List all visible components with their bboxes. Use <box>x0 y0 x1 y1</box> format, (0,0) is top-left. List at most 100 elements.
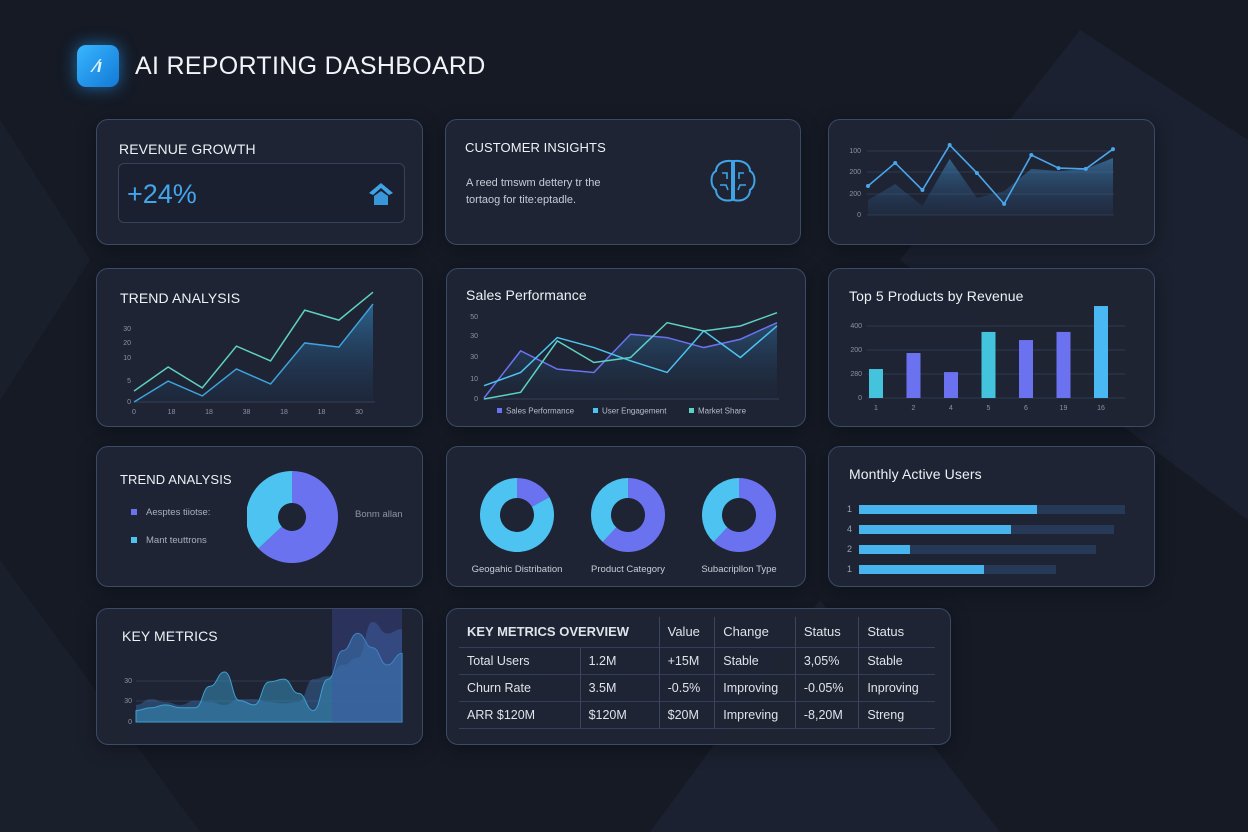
data-point <box>947 143 952 148</box>
legend-item: Aesptes tiiotse: <box>131 505 210 519</box>
y-tick-label: 0 <box>128 719 132 726</box>
key-metrics-overview-card: KEY METRICS OVERVIEW Value Change Status Sta… <box>446 608 951 745</box>
x-tick-label: 18 <box>205 409 213 416</box>
data-point <box>1083 166 1088 171</box>
data-point <box>866 183 870 188</box>
bar-track <box>859 544 1096 554</box>
area-series-front <box>135 632 403 723</box>
sales-performance-card: Sales Performance 50 30 30 10 0 Sales Perform… <box>446 268 806 427</box>
area-line <box>133 303 374 403</box>
bar-fill <box>859 524 1011 534</box>
trend-pie-card: TREND ANALYSIS Aesptes tiiotse: Mant teu… <box>96 446 423 587</box>
x-tick-label: 18 <box>280 409 288 416</box>
y-tick-label: 30 <box>124 698 132 705</box>
x-tick-label: 6 <box>1024 405 1028 412</box>
y-tick-label: 30 <box>123 326 131 333</box>
table-cell: Improving <box>714 674 796 702</box>
bar-track <box>859 504 1125 514</box>
bar <box>869 369 883 398</box>
card-title: KEY METRICS <box>122 628 218 644</box>
table-row: Total Users 1.2M +15M Stable 3,05% Stable <box>459 647 935 675</box>
pie-legend: Aesptes tiiotse: Mant teuttrons <box>131 505 210 547</box>
legend-swatch <box>131 537 137 543</box>
x-tick-label: 19 <box>1060 405 1068 412</box>
x-tick-label: 1 <box>874 405 878 412</box>
bar <box>906 353 921 398</box>
table-cell: Stable <box>714 647 796 675</box>
pie-slice <box>602 478 665 552</box>
insights-line: A reed tmswm dettery tr the <box>466 177 601 189</box>
y-tick-label: 0 <box>474 396 478 403</box>
metrics-table: KEY METRICS OVERVIEW Value Change Status Sta… <box>459 617 935 729</box>
bar <box>1019 340 1033 398</box>
customer-insights-card: CUSTOMER INSIGHTS A reed tmswm dettery t… <box>445 119 801 245</box>
mau-row: 1 <box>847 559 1127 579</box>
y-tick-label: 0 <box>857 212 861 219</box>
table-cell: Impreving <box>714 701 796 729</box>
legend-label: Aesptes tiiotse: <box>146 506 211 518</box>
donut-label: Subacripllon Type <box>701 564 777 575</box>
data-point <box>920 188 925 193</box>
distribution-card: Geogahic Distribation Product Category Sub… <box>446 446 806 587</box>
area-series <box>868 158 1113 215</box>
legend-swatch <box>497 408 502 413</box>
data-point <box>1111 147 1115 152</box>
donut-chart <box>591 478 665 552</box>
products-bar-chart: 400 200 280 0 1 2 4 5 6 19 16 <box>850 306 1125 412</box>
top-products-card: Top 5 Products by Revenue 400 200 280 0 1 2 4 5… <box>828 268 1155 427</box>
column-header: Value <box>658 617 715 648</box>
bar-track <box>859 564 1056 574</box>
card-title: TREND ANALYSIS <box>120 290 241 306</box>
table-cell: 3.5M <box>579 674 660 702</box>
bar-fill <box>859 544 910 554</box>
table-row: Churn Rate 3.5M -0.5% Improving -0.05% Inprov… <box>459 674 935 702</box>
donut-item: Subacripllon Type <box>683 475 795 575</box>
legend-swatch <box>593 408 598 413</box>
card-title: Sales Performance <box>466 287 587 303</box>
table-cell: -0.05% <box>794 674 859 702</box>
bar <box>1094 306 1108 398</box>
x-tick-label: 18 <box>168 409 176 416</box>
y-tick-label: 0 <box>127 399 131 406</box>
y-tick-label: 50 <box>470 314 478 321</box>
donut-item: Geogahic Distribation <box>461 475 573 575</box>
card-title: Monthly Active Users <box>849 466 982 482</box>
row-label: 1 <box>847 504 853 514</box>
logo: ⁄ı <box>77 45 119 87</box>
table-cell: +15M <box>658 647 715 675</box>
kpi-box: +24% <box>118 163 405 223</box>
x-tick-label: 38 <box>243 409 251 416</box>
header: ⁄ı AI REPORTING DASHBOARD <box>77 45 486 87</box>
sales-chart: 50 30 30 10 0 Sales Performance User Engagemen… <box>470 311 779 416</box>
donut-label: Product Category <box>591 564 665 575</box>
table-cell: Inproving <box>858 674 935 702</box>
table-cell: -0.5% <box>658 674 715 702</box>
pie-slice <box>702 478 739 542</box>
y-tick-label: 30 <box>124 678 132 685</box>
pie-slice <box>591 478 628 542</box>
y-tick-label: 200 <box>849 191 861 198</box>
trend-analysis-card: TREND ANALYSIS 30 20 10 5 0 0 18 18 38 18 18 30 <box>96 268 423 427</box>
area-series <box>134 304 373 402</box>
table-cell: 3,05% <box>794 647 859 675</box>
brain-icon <box>710 159 756 202</box>
bar <box>944 372 958 398</box>
y-tick-label: 20 <box>123 340 131 347</box>
donut-item: Product Category <box>572 475 684 575</box>
key-metrics-card: KEY METRICS 30 30 0 <box>96 608 423 745</box>
sparkline-card: 100 200 200 0 <box>828 119 1155 245</box>
highlight-region <box>332 609 402 722</box>
card-title: CUSTOMER INSIGHTS <box>465 140 606 155</box>
legend-swatch <box>131 509 137 515</box>
table-row: ARR $120M $120M $20M Impreving -8,20M Streng <box>459 701 935 729</box>
table-cell: Churn Rate <box>459 674 581 702</box>
insights-text: A reed tmswm dettery tr the tortaog for t… <box>466 175 601 209</box>
data-point <box>974 170 979 175</box>
row-label: 1 <box>847 564 853 574</box>
x-tick-label: 4 <box>949 405 953 412</box>
monthly-active-users-card: Monthly Active Users 1 4 2 1 <box>828 446 1155 587</box>
sparkline-chart: 100 200 200 0 <box>849 143 1115 219</box>
table-cell: $120M <box>579 701 660 729</box>
y-tick-label: 100 <box>849 148 861 155</box>
table-cell: ARR $120M <box>459 701 581 729</box>
